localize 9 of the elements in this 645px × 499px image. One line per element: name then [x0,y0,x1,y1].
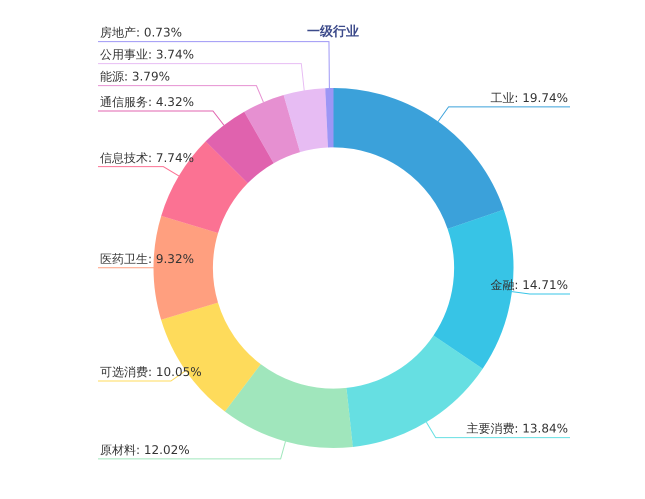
slice-label: 原材料: 12.02% [100,442,190,457]
slice-label: 医药卫生: 9.32% [100,252,194,266]
slice-label: 通信服务: 4.32% [100,95,194,110]
slice-label: 公用事业: 3.74% [100,48,194,62]
slice-label: 主要消费: 13.84% [466,422,568,436]
chart-title: 一级行业 [307,24,359,40]
slice-label: 房地产: 0.73% [100,26,182,40]
slice-label: 工业: 19.74% [490,90,568,105]
slice-label: 能源: 3.79% [100,70,170,84]
